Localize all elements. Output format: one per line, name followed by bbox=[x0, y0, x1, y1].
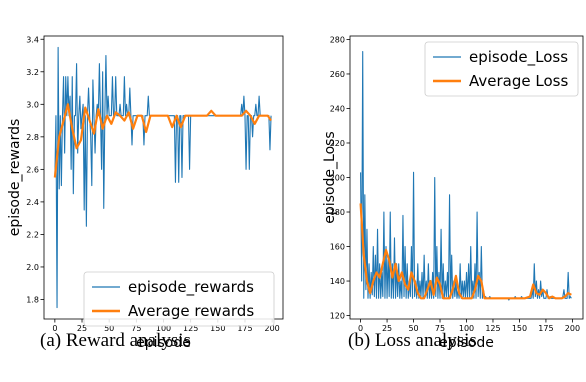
x-tick-label: 50 bbox=[408, 324, 418, 333]
y-tick-label: 140 bbox=[330, 277, 345, 286]
x-tick-label: 25 bbox=[382, 324, 392, 333]
y-axis-label: episode_rewards bbox=[7, 119, 23, 237]
y-tick-label: 3.4 bbox=[26, 35, 39, 44]
legend-box bbox=[424, 41, 579, 97]
x-tick-label: 100 bbox=[156, 324, 171, 333]
x-tick-label: 0 bbox=[52, 324, 57, 333]
legend-label-average-loss: Average Loss bbox=[469, 72, 568, 90]
series-line-average-loss bbox=[359, 203, 572, 300]
x-tick-label: 75 bbox=[131, 324, 141, 333]
legend: episode_Loss Average Loss bbox=[424, 41, 579, 97]
y-tick-label: 2.4 bbox=[26, 198, 39, 207]
x-tick-label: 25 bbox=[77, 324, 87, 333]
x-tick-label: 125 bbox=[485, 324, 500, 333]
loss-chart: 0 25 50 75 100 125 150 175 200 120 140 160 180 200 220… bbox=[322, 35, 584, 351]
y-tick-label: 160 bbox=[330, 243, 345, 252]
y-tick-label: 240 bbox=[330, 104, 345, 113]
y-tick-label: 2.2 bbox=[26, 230, 39, 239]
y-tick-label: 180 bbox=[330, 208, 345, 217]
x-tick-label: 125 bbox=[183, 324, 198, 333]
x-tick-label: 150 bbox=[210, 324, 225, 333]
legend-label-average-rewards: Average rewards bbox=[128, 302, 254, 320]
series-line-episode-rewards bbox=[54, 46, 272, 309]
y-tick-label: 280 bbox=[330, 35, 345, 44]
legend-box bbox=[83, 271, 275, 327]
x-tick-label: 200 bbox=[264, 324, 279, 333]
legend-label-episode-loss: episode_Loss bbox=[469, 48, 568, 67]
caption-reward-analysis: (a) Reward analysis bbox=[40, 330, 191, 351]
series-line-episode-loss bbox=[360, 50, 572, 301]
y-tick-label: 3.0 bbox=[26, 100, 39, 109]
y-axis-label: episode_Loss bbox=[322, 131, 338, 223]
y-tick-label: 120 bbox=[330, 312, 345, 321]
x-tick-label: 75 bbox=[435, 324, 445, 333]
reward-chart: 0 25 50 75 100 125 150 175 200 1.8 2.0 2.2 2.4 2.6 2.8… bbox=[7, 35, 284, 351]
x-tick-label: 200 bbox=[565, 324, 580, 333]
y-tick-label: 2.6 bbox=[26, 165, 39, 174]
legend: episode_rewards Average rewards bbox=[83, 271, 275, 327]
y-tick-label: 2.0 bbox=[26, 263, 39, 272]
legend-label-episode-rewards: episode_rewards bbox=[128, 278, 254, 297]
x-tick-label: 50 bbox=[104, 324, 114, 333]
x-axis-label: episode bbox=[136, 335, 191, 351]
x-tick-label: 0 bbox=[358, 324, 363, 333]
x-tick-label: 175 bbox=[237, 324, 252, 333]
y-tick-label: 3.2 bbox=[26, 68, 39, 77]
y-tick-label: 1.8 bbox=[26, 295, 39, 304]
y-tick-label: 2.8 bbox=[26, 133, 39, 142]
x-tick-label: 150 bbox=[512, 324, 527, 333]
y-tick-label: 220 bbox=[330, 139, 345, 148]
y-tick-label: 200 bbox=[330, 174, 345, 183]
x-tick-label: 175 bbox=[538, 324, 553, 333]
caption-loss-analysis: (b) Loss analysis bbox=[348, 330, 477, 351]
x-axis-label: episode bbox=[439, 335, 494, 351]
series-line-average-rewards bbox=[53, 103, 272, 178]
y-tick-label: 260 bbox=[330, 70, 345, 79]
x-tick-label: 100 bbox=[459, 324, 474, 333]
